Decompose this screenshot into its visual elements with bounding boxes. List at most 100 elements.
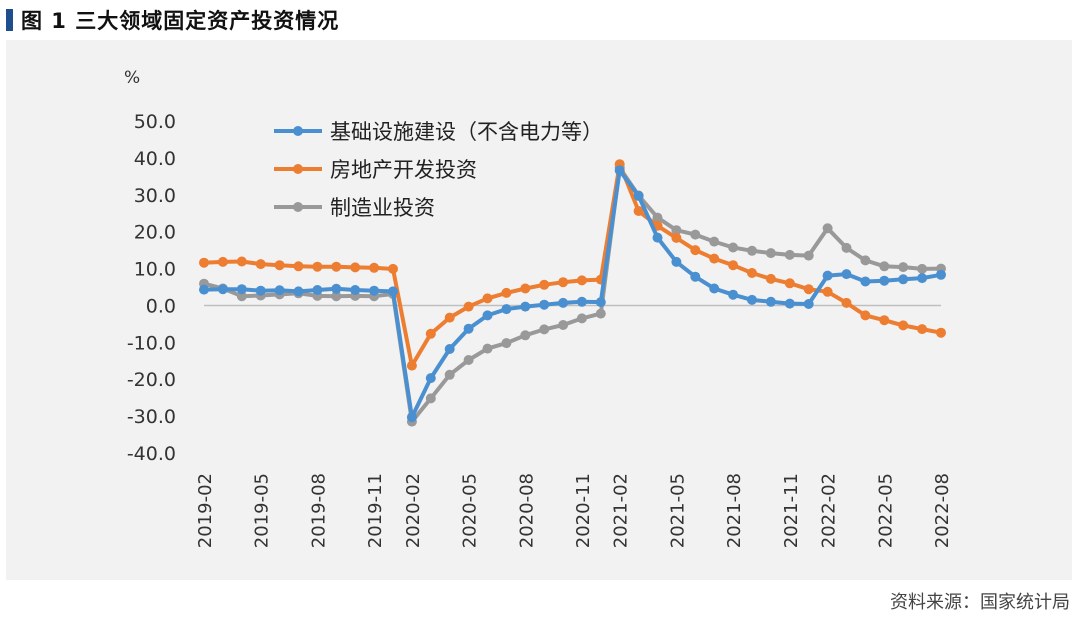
data-point bbox=[690, 229, 701, 240]
data-point bbox=[576, 275, 587, 286]
x-tick-label: 2022-05 bbox=[875, 473, 896, 548]
data-point bbox=[860, 255, 871, 266]
data-point bbox=[520, 283, 531, 294]
data-point bbox=[898, 262, 909, 273]
data-point bbox=[860, 310, 871, 321]
x-tick-label: 2021-11 bbox=[781, 473, 802, 548]
data-point bbox=[576, 296, 587, 307]
data-point bbox=[274, 285, 285, 296]
data-point bbox=[936, 327, 946, 338]
data-point bbox=[255, 285, 266, 296]
y-tick-label: -10.0 bbox=[127, 332, 176, 354]
series-line-1 bbox=[203, 168, 942, 420]
data-point bbox=[350, 262, 361, 273]
data-point bbox=[822, 270, 833, 281]
data-point bbox=[425, 328, 436, 339]
data-point bbox=[671, 225, 682, 236]
data-point bbox=[898, 274, 909, 285]
y-tick-label: -40.0 bbox=[127, 443, 176, 465]
data-point bbox=[350, 285, 361, 295]
data-point bbox=[803, 250, 814, 261]
x-tick-label: 2019-11 bbox=[365, 473, 386, 548]
x-tick-label: 2021-08 bbox=[724, 473, 745, 548]
data-point bbox=[784, 249, 795, 260]
data-point bbox=[690, 245, 701, 256]
data-point bbox=[501, 338, 512, 349]
legend-marker-2 bbox=[293, 164, 303, 174]
figure-title: 图 1 三大领域固定资产投资情况 bbox=[21, 9, 340, 33]
data-point bbox=[765, 273, 776, 284]
series-line-3 bbox=[203, 165, 942, 424]
data-point bbox=[671, 232, 682, 243]
data-point bbox=[406, 412, 417, 423]
data-point bbox=[463, 301, 474, 312]
data-point bbox=[331, 291, 342, 302]
data-point bbox=[784, 298, 795, 309]
data-point bbox=[841, 242, 852, 253]
data-point bbox=[595, 297, 606, 308]
y-tick-label: 0.0 bbox=[146, 295, 176, 317]
data-point bbox=[728, 260, 739, 271]
data-point bbox=[539, 279, 550, 290]
line-chart: % 50.0 40.0 30.0 20.0 10.0 0.0 -10.0 -20.0 -30.0 -… bbox=[124, 68, 953, 548]
x-tick-label: 2019-02 bbox=[195, 473, 216, 548]
x-tick-label: 2021-02 bbox=[611, 473, 632, 548]
y-tick-label: -30.0 bbox=[127, 406, 176, 428]
y-tick-label: -20.0 bbox=[127, 369, 176, 391]
data-point bbox=[898, 320, 909, 331]
legend-label-3: 制造业投资 bbox=[330, 196, 435, 220]
data-point bbox=[217, 284, 228, 295]
data-point bbox=[293, 261, 304, 272]
data-point bbox=[803, 299, 814, 309]
x-tick-label: 2020-02 bbox=[403, 473, 424, 548]
data-point bbox=[917, 263, 928, 274]
legend-marker-3 bbox=[293, 202, 303, 212]
data-point bbox=[388, 286, 398, 297]
data-point bbox=[501, 304, 512, 315]
data-point bbox=[199, 284, 209, 295]
x-tick-label: 2020-05 bbox=[460, 473, 481, 548]
data-point bbox=[236, 291, 247, 302]
title-accent-bar bbox=[6, 9, 13, 31]
data-point bbox=[255, 259, 266, 270]
data-point bbox=[520, 301, 531, 312]
y-tick-label: 30.0 bbox=[134, 185, 176, 207]
data-point bbox=[879, 315, 890, 326]
figure-title-bar: 图 1 三大领域固定资产投资情况 bbox=[6, 6, 339, 34]
data-point bbox=[690, 271, 701, 282]
data-point bbox=[747, 268, 757, 278]
data-point bbox=[539, 324, 550, 335]
data-point bbox=[709, 283, 720, 294]
data-point bbox=[747, 294, 757, 305]
data-point bbox=[765, 296, 776, 307]
y-tick-label: 40.0 bbox=[134, 148, 176, 170]
legend-marker-1 bbox=[293, 126, 303, 136]
data-point bbox=[652, 212, 663, 223]
data-point bbox=[199, 257, 209, 268]
y-tick-label: 20.0 bbox=[134, 222, 176, 244]
data-point bbox=[728, 289, 739, 300]
x-tick-label: 2021-05 bbox=[667, 473, 688, 548]
data-point bbox=[482, 310, 493, 321]
data-point bbox=[501, 287, 512, 298]
data-point bbox=[652, 232, 663, 243]
x-tick-label: 2022-02 bbox=[819, 473, 840, 548]
data-point bbox=[709, 253, 720, 264]
y-tick-label: 10.0 bbox=[134, 259, 176, 281]
source-note: 资料来源：国家统计局 bbox=[890, 592, 1070, 613]
data-point bbox=[444, 369, 455, 380]
data-point bbox=[860, 276, 871, 287]
data-point bbox=[331, 261, 342, 272]
data-point bbox=[463, 323, 474, 334]
data-point bbox=[425, 393, 436, 404]
data-point bbox=[444, 344, 455, 354]
x-tick-label: 2022-08 bbox=[932, 473, 953, 548]
data-point bbox=[822, 286, 833, 297]
data-point bbox=[576, 313, 587, 324]
data-point bbox=[633, 206, 644, 216]
data-point bbox=[274, 260, 285, 271]
data-point bbox=[595, 308, 606, 319]
chart-panel: % 50.0 40.0 30.0 20.0 10.0 0.0 -10.0 -20.0 -30.0 -… bbox=[6, 40, 1072, 580]
data-point bbox=[841, 297, 852, 308]
data-point bbox=[425, 373, 436, 384]
